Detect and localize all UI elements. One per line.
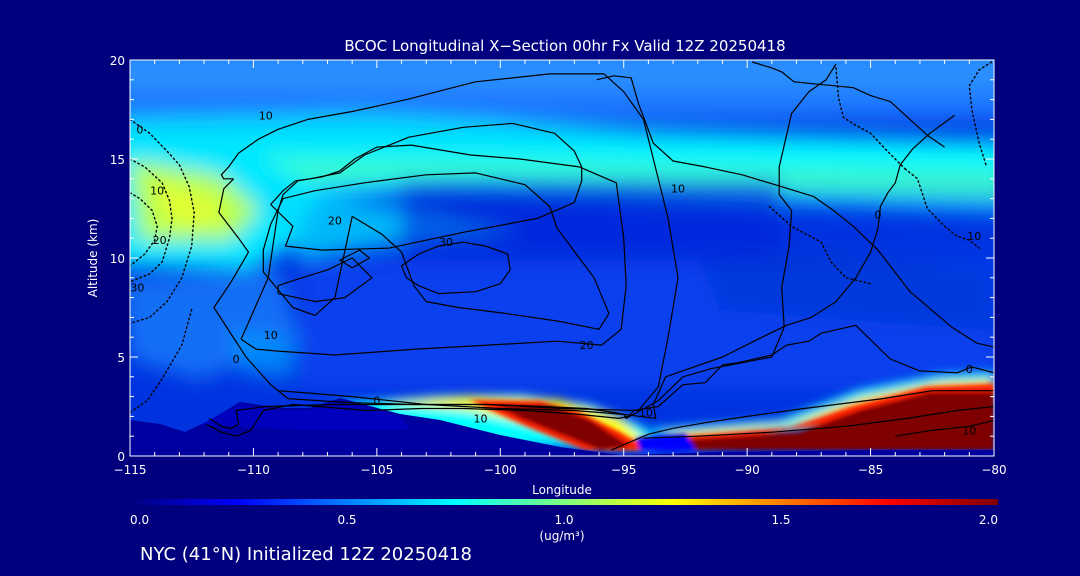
plot-area: 10 10 20 30 0 20 10 0 30 20 10 0 10 10 0 10 0 10	[130, 60, 994, 456]
contour-line-13	[596, 75, 994, 348]
contour-label: 0	[373, 395, 380, 408]
colorbar-tick-label: 1.0	[554, 513, 573, 527]
colorbar-tick-label: 0.0	[130, 513, 149, 527]
axes: −115 −110 −105 −100 −95 −90 −85 −80 0 5 10 15 20	[110, 54, 1007, 477]
contour-line-3	[277, 257, 373, 303]
x-tick-label: −115	[114, 463, 147, 477]
contour-line-10	[611, 390, 994, 451]
contour-label: 20	[153, 234, 167, 247]
contour-label: 10	[967, 230, 981, 243]
contour-labels: 10 10 20 30 0 20 10 0 30 20 10 0 10 10 0 10 0 10	[130, 109, 981, 437]
x-tick-label: −90	[734, 463, 759, 477]
x-tick-label: −110	[237, 463, 270, 477]
contour-line-20	[835, 67, 906, 170]
chart-title: BCOC Longitudinal X−Section 00hr Fx Vali…	[344, 37, 785, 55]
y-tick-label: 5	[117, 351, 125, 365]
concentration-field	[130, 60, 994, 456]
contour-line-18	[130, 308, 193, 414]
contour-label: 0	[136, 123, 143, 136]
colorbar-tick-label: 0.5	[337, 513, 356, 527]
x-axis-label: Longitude	[532, 483, 592, 497]
contour-label: 10	[150, 185, 164, 198]
contour-label: 0	[874, 208, 881, 221]
contour-line-6	[240, 144, 627, 356]
contour-line-2	[400, 241, 511, 295]
contour-line-1	[270, 122, 583, 251]
contour-line-21	[904, 168, 980, 249]
x-tick-label: −80	[981, 463, 1006, 477]
contour-line-4	[339, 249, 371, 269]
contour-line-19	[968, 61, 993, 168]
contour-line-12	[895, 419, 994, 437]
contour-label: 20	[328, 214, 342, 227]
contour-line-0	[213, 73, 679, 412]
y-tick-label: 15	[110, 153, 125, 167]
contour-label: 0	[233, 353, 240, 366]
contour-line-17	[130, 191, 158, 267]
y-tick-label: 0	[117, 450, 125, 464]
contour-line-5	[262, 172, 610, 330]
colorbar-tick-label: 1.5	[771, 513, 790, 527]
contour-label: 10	[639, 406, 653, 419]
contour-label: 20	[580, 339, 594, 352]
contour-line-15	[130, 118, 195, 324]
contour-label: 30	[439, 236, 453, 249]
contour-label: 10	[962, 424, 976, 437]
contour-line-11	[643, 405, 994, 439]
y-axis-label: Altitude (km)	[86, 219, 100, 298]
y-tick-label: 10	[110, 252, 125, 266]
x-tick-label: −105	[360, 463, 393, 477]
colorbar-ticks: 0.0 0.5 1.0 1.5 2.0	[130, 513, 998, 527]
contour-line-7	[278, 114, 955, 419]
contour-label: 10	[264, 329, 278, 342]
location-init-text: NYC (41°N) Initialized 12Z 20250418	[140, 544, 472, 565]
contour-label: 0	[966, 363, 973, 376]
colorbar-unit-label: (ug/m³)	[539, 529, 584, 543]
x-tick-label: −85	[858, 463, 883, 477]
contour-lines	[130, 61, 994, 451]
contour-label: 30	[130, 282, 144, 295]
contour-label: 10	[474, 412, 488, 425]
x-tick-label: −95	[611, 463, 636, 477]
contour-line-16	[130, 158, 173, 283]
x-tick-label: −100	[484, 463, 517, 477]
contour-label: 10	[671, 183, 685, 196]
contour-line-14	[751, 61, 945, 148]
contour-line-9	[206, 324, 994, 437]
contour-label: 10	[259, 109, 273, 122]
y-tick-label: 20	[110, 54, 125, 68]
colorbar	[130, 499, 998, 505]
colorbar-tick-label: 2.0	[979, 513, 998, 527]
